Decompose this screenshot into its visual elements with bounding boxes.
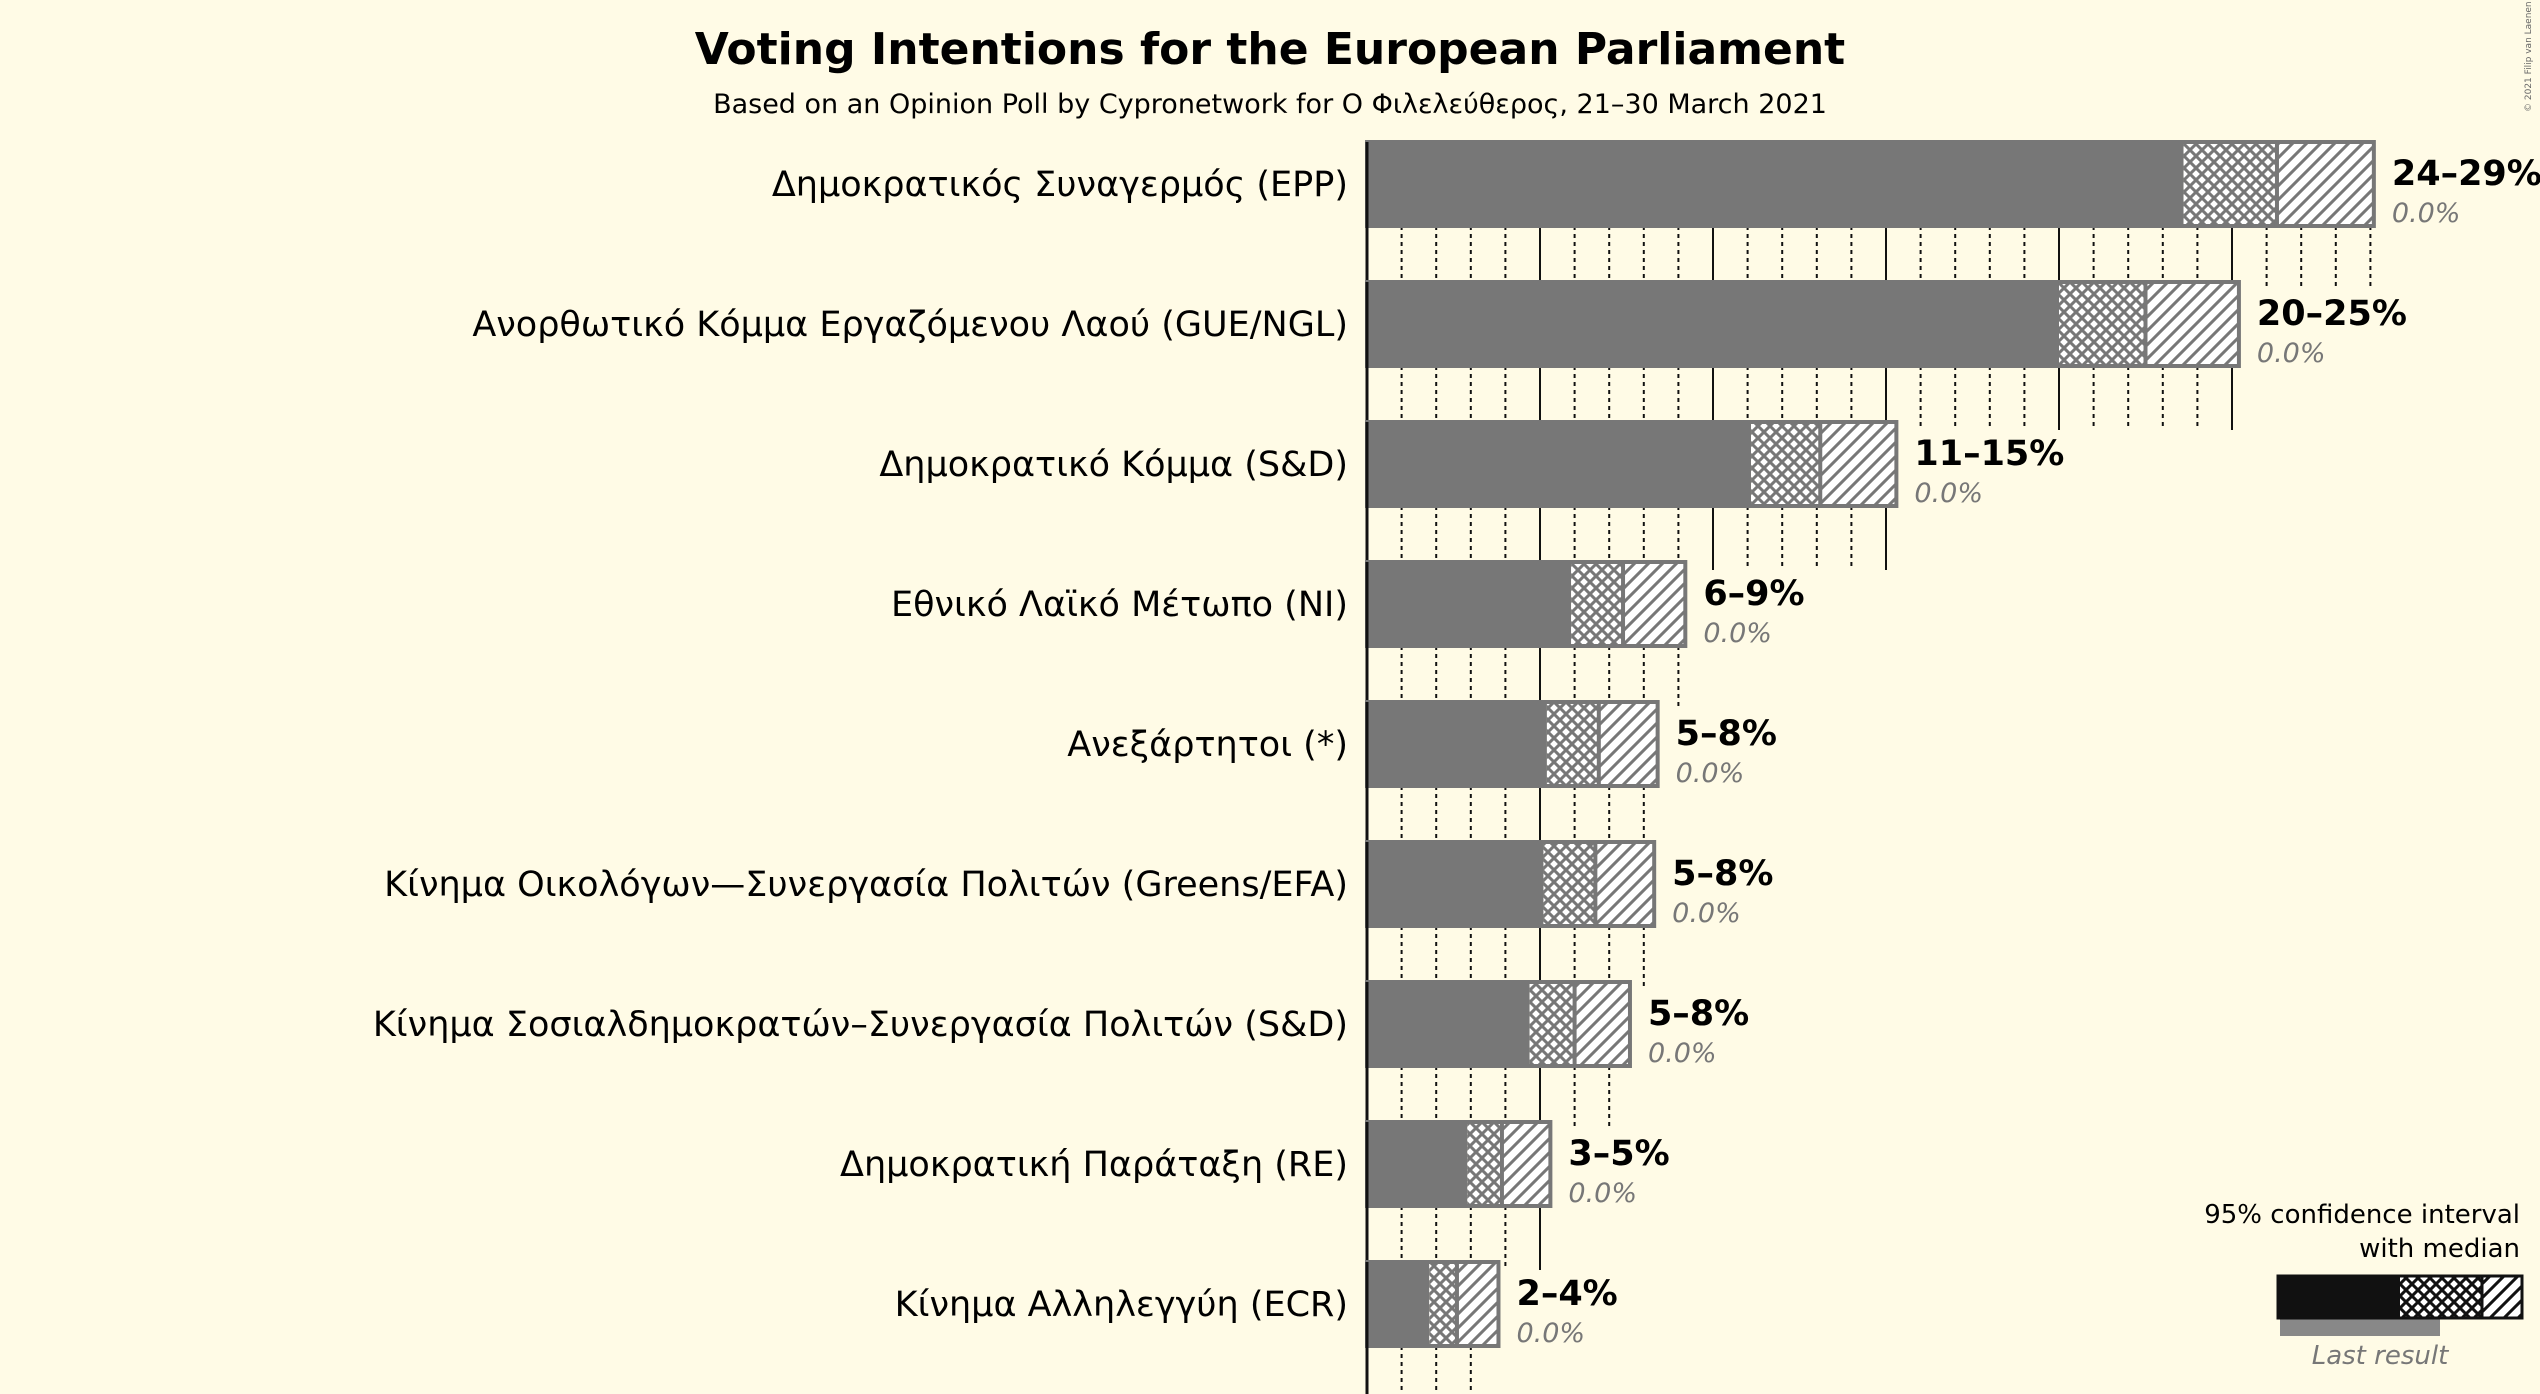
range-label: 11–15% [1914,434,2064,474]
party-row: Κίνημα Αλληλεγγύη (ECR) 2–4% 0.0% [895,1260,1618,1394]
last-result-label: 0.0% [1676,758,1745,789]
party-row: Δημοκρατικό Κόμμα (S&D) 11–15% 0.0% [879,420,2064,570]
bar-solid [1367,982,1530,1066]
party-row: Ανορθωτικό Κόμμα Εργαζόμενου Λαού (GUE/N… [472,280,2407,430]
bar-ci-upper [1598,702,1658,786]
bar-rows: Δημοκρατικός Συναγερμός (EPP) 24–29%0.0%Α… [373,140,2540,1394]
bar-ci-upper [1501,1122,1551,1206]
bar-solid [1367,282,2059,366]
party-label: Ανορθωτικό Κόμμα Εργαζόμενου Λαού (GUE/N… [472,305,1348,345]
party-label: Δημοκρατικό Κόμμα (S&D) [879,445,1348,485]
party-label: Ανεξάρτητοι (*) [1067,725,1348,765]
legend-last-result-bar [2280,1318,2440,1336]
bar-ci-lower [1467,1122,1502,1206]
range-label: 5–8% [1672,854,1773,894]
legend-ci-lower [2400,1276,2482,1318]
bar-ci-upper [2145,282,2239,366]
party-label: Κίνημα Οικολόγων—Συνεργασία Πολιτών (Gre… [384,865,1348,905]
party-label: Δημοκρατικός Συναγερμός (EPP) [772,165,1348,205]
legend-title-line2: with median [2359,1234,2520,1264]
bar-ci-lower [1751,422,1821,506]
party-row: Κίνημα Σοσιαλδημοκρατών–Συνεργασία Πολιτ… [373,980,1749,1130]
last-result-label: 0.0% [1703,618,1772,649]
bar-ci-upper [1456,1262,1499,1346]
range-label: 24–29% [2392,154,2540,194]
legend: 95% confidence interval with median Last… [2204,1200,2524,1371]
bar-ci-upper [1623,562,1686,646]
bar-ci-lower [1529,982,1575,1066]
copyright-note: © 2021 Filip van Laenen [2524,1,2534,112]
legend-title-line1: 95% confidence interval [2204,1200,2520,1230]
party-label: Κίνημα Σοσιαλδημοκρατών–Συνεργασία Πολιτ… [373,1005,1348,1045]
legend-outline [2276,1274,2524,1320]
last-result-label: 0.0% [1568,1178,1637,1209]
bar-solid [1367,1122,1468,1206]
bar-solid [1367,562,1572,646]
bar-ci-lower [2059,282,2146,366]
legend-last-result-label: Last result [2312,1341,2449,1371]
party-row: Δημοκρατικός Συναγερμός (EPP) 24–29% 0.0% [772,140,2540,290]
last-result-label: 0.0% [1672,898,1741,929]
bar-solid [1367,842,1544,926]
last-result-label: 0.0% [2257,338,2326,369]
legend-solid-bar [2278,1276,2400,1318]
bar-solid [1367,422,1752,506]
party-label: Εθνικό Λαϊκό Μέτωπο (NI) [891,585,1348,625]
bar-solid [1367,1262,1430,1346]
last-result-label: 0.0% [1648,1038,1717,1069]
bar-ci-lower [1571,562,1624,646]
range-label: 5–8% [1648,994,1749,1034]
party-row: Εθνικό Λαϊκό Μέτωπο (NI) 6–9% 0.0% [891,560,1805,710]
range-label: 6–9% [1703,574,1804,614]
bar-ci-lower [1543,842,1596,926]
bar-ci-upper [2276,142,2374,226]
bar-solid [1367,142,2184,226]
legend-ci-upper [2482,1276,2522,1318]
range-label: 2–4% [1516,1274,1617,1314]
chart-subtitle: Based on an Opinion Poll by Cypronetwork… [713,89,1827,120]
party-label: Δημοκρατική Παράταξη (RE) [840,1145,1348,1185]
range-label: 5–8% [1676,714,1777,754]
last-result-label: 0.0% [1914,478,1983,509]
bar-ci-lower [2183,142,2277,226]
chart-title: Voting Intentions for the European Parli… [695,24,1845,75]
range-label: 3–5% [1568,1134,1669,1174]
party-row: Ανεξάρτητοι (*) 5–8% 0.0% [1067,700,1777,850]
range-label: 20–25% [2257,294,2407,334]
party-row: Κίνημα Οικολόγων—Συνεργασία Πολιτών (Gre… [384,840,1773,990]
last-result-label: 0.0% [1516,1318,1585,1349]
bar-ci-lower [1546,702,1599,786]
bar-ci-upper [1595,842,1655,926]
bar-ci-upper [1574,982,1630,1066]
bar-ci-upper [1820,422,1897,506]
last-result-label: 0.0% [2392,198,2461,229]
party-row: Δημοκρατική Παράταξη (RE) 3–5% 0.0% [840,1120,1670,1270]
party-label: Κίνημα Αλληλεγγύη (ECR) [895,1285,1348,1325]
bar-solid [1367,702,1547,786]
bar-ci-lower [1429,1262,1457,1346]
